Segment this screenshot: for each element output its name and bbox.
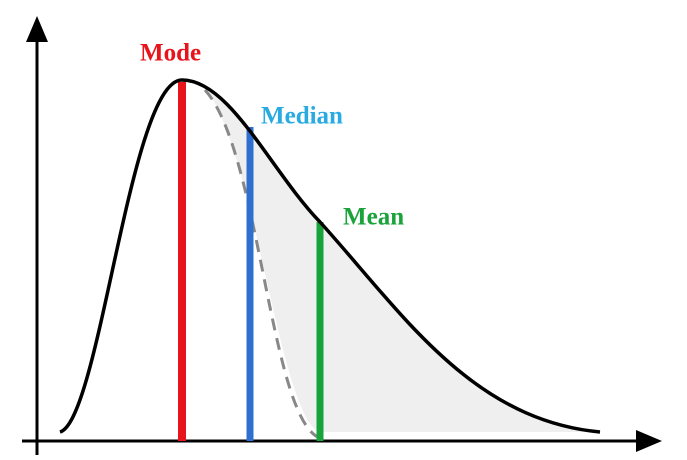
mean-label: Mean xyxy=(343,204,404,231)
distribution-curve xyxy=(59,78,601,434)
x-axis-arrow xyxy=(636,430,662,452)
median-label: Median xyxy=(261,103,343,130)
dashed-curve xyxy=(203,88,321,440)
shaded-area xyxy=(182,80,600,432)
y-axis-arrow xyxy=(26,16,48,42)
mode-label: Mode xyxy=(140,40,201,67)
